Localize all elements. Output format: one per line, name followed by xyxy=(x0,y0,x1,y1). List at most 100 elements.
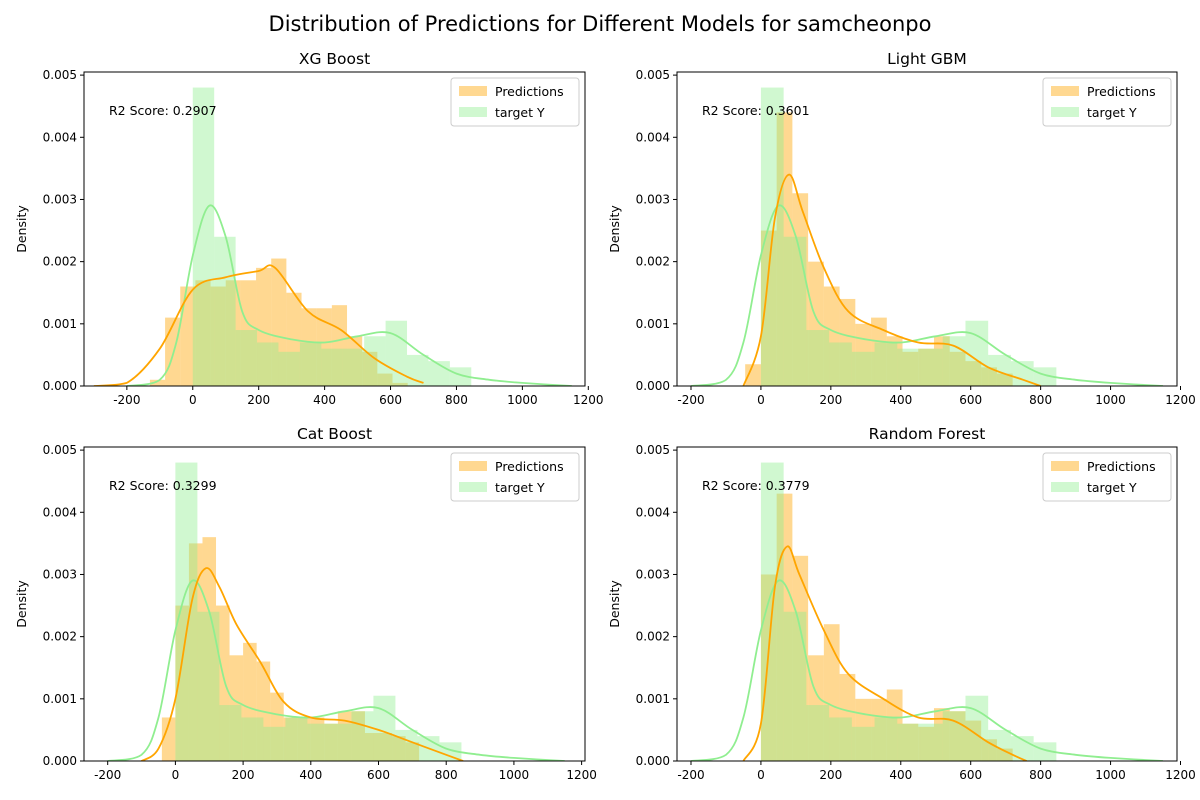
legend-swatch-target xyxy=(1051,107,1079,117)
predictions-bar xyxy=(337,711,352,761)
x-tick-label: 1000 xyxy=(1095,768,1126,782)
y-tick-label: 0.002 xyxy=(636,630,670,644)
x-tick-label: 0 xyxy=(757,768,765,782)
x-tick-label: 1200 xyxy=(566,768,597,782)
y-tick-label: 0.001 xyxy=(636,317,670,331)
predictions-kde-line xyxy=(742,173,1041,386)
x-tick-label: 1200 xyxy=(1165,768,1196,782)
target-bar xyxy=(449,367,472,386)
predictions-bar xyxy=(918,348,934,386)
legend: Predictions target Y xyxy=(1042,77,1172,127)
y-axis-label: Density xyxy=(607,580,622,628)
predictions-bar xyxy=(377,373,393,386)
legend-label-target: target Y xyxy=(495,480,545,495)
predictions-bar xyxy=(195,280,211,386)
y-tick-label: 0.002 xyxy=(43,630,77,644)
predictions-bar xyxy=(202,537,217,761)
predictions-bar xyxy=(283,717,298,761)
target-kde-line xyxy=(690,204,1164,386)
x-tick-label: 0 xyxy=(757,393,765,407)
y-tick-label: 0.005 xyxy=(43,443,77,457)
legend-box xyxy=(450,77,580,127)
r2-score-annotation: R2 Score: 0.3601 xyxy=(702,103,810,118)
subplot-title: Random Forest xyxy=(869,425,986,443)
legend-swatch-target xyxy=(1051,482,1079,492)
target-bar xyxy=(321,348,343,386)
legend: Predictions target Y xyxy=(450,77,580,127)
legend-swatch-target xyxy=(459,482,487,492)
y-tick-label: 0.002 xyxy=(43,255,77,269)
predictions-bar xyxy=(776,112,793,386)
target-bar xyxy=(829,717,852,761)
x-tick-label: 400 xyxy=(889,768,912,782)
predictions-bar xyxy=(364,733,379,761)
predictions-bar xyxy=(839,298,856,386)
x-tick-label: -200 xyxy=(113,393,140,407)
legend-label-predictions: Predictions xyxy=(495,459,564,474)
predictions-kde-line xyxy=(140,567,464,761)
predictions-bar xyxy=(347,336,363,386)
subplot-4: -200 0 200 400 600 800 1000 1200 0.000 0.001 0.002… xyxy=(607,425,1196,782)
axes-frame xyxy=(676,446,1178,762)
y-tick-label: 0.001 xyxy=(636,692,670,706)
target-bar xyxy=(329,723,352,761)
predictions-bar xyxy=(229,655,244,761)
target-bar xyxy=(192,87,215,386)
predictions-bar xyxy=(210,286,226,386)
predictions-bar xyxy=(839,673,856,761)
y-tick-label: 0.003 xyxy=(43,567,77,581)
legend: Predictions target Y xyxy=(1042,452,1172,502)
predictions-kde-line xyxy=(742,545,1028,761)
target-bar xyxy=(988,354,1011,386)
x-tick-label: 1000 xyxy=(499,768,530,782)
target-bar xyxy=(783,236,807,386)
predictions-bar xyxy=(216,605,230,761)
legend-swatch-target xyxy=(459,107,487,117)
predictions-bar xyxy=(271,258,287,386)
predictions-bar xyxy=(392,736,406,761)
x-tick-label: 600 xyxy=(367,768,390,782)
x-tick-label: -200 xyxy=(677,393,704,407)
subplot-title: Cat Boost xyxy=(297,425,372,443)
target-bar xyxy=(1033,367,1057,386)
axes-frame xyxy=(83,446,586,762)
legend-box xyxy=(1042,452,1172,502)
x-tick-label: 0 xyxy=(172,768,180,782)
subplot-3: -200 0 200 400 600 800 1000 1200 0.000 0.001 0.002… xyxy=(14,425,597,782)
target-bar xyxy=(920,348,943,386)
y-tick-label: 0.001 xyxy=(43,317,77,331)
y-tick-label: 0.004 xyxy=(43,130,77,144)
x-tick-label: -200 xyxy=(94,768,121,782)
target-bar xyxy=(965,695,989,761)
target-bar xyxy=(373,695,396,761)
x-tick-label: 400 xyxy=(313,393,336,407)
target-bar xyxy=(874,717,898,761)
target-bar xyxy=(851,726,875,761)
y-tick-label: 0.000 xyxy=(43,379,77,393)
target-bar xyxy=(307,723,330,761)
predictions-bar xyxy=(965,361,982,386)
predictions-bar xyxy=(918,726,934,761)
subplot-title: Light GBM xyxy=(887,50,967,68)
x-tick-label: 200 xyxy=(819,768,842,782)
target-kde-line xyxy=(126,204,572,386)
x-tick-label: 200 xyxy=(232,768,255,782)
target-bar xyxy=(197,611,220,761)
y-tick-label: 0.003 xyxy=(636,567,670,581)
predictions-bar xyxy=(175,605,189,761)
predictions-bar xyxy=(996,748,1013,761)
x-tick-label: 800 xyxy=(1029,393,1052,407)
legend-swatch-predictions xyxy=(459,461,487,471)
x-tick-label: 400 xyxy=(299,768,322,782)
legend-label-predictions: Predictions xyxy=(1087,84,1156,99)
x-tick-label: 1200 xyxy=(573,393,604,407)
predictions-bar xyxy=(301,308,317,386)
y-tick-label: 0.001 xyxy=(43,692,77,706)
target-bar xyxy=(285,717,308,761)
legend-box xyxy=(450,452,580,502)
subplot-2: -200 0 200 400 600 800 1000 1200 0.000 0.001 0.002… xyxy=(607,50,1196,407)
predictions-bar xyxy=(378,733,393,761)
legend-box xyxy=(1042,77,1172,127)
predictions-bar xyxy=(760,574,777,761)
